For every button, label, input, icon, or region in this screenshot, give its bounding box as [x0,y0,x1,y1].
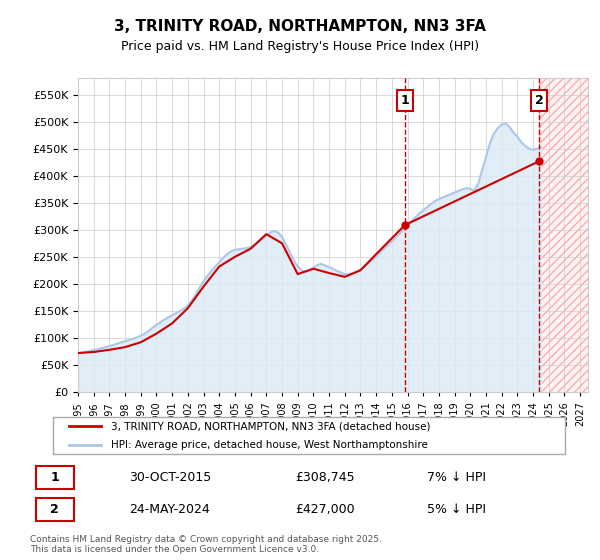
Text: Price paid vs. HM Land Registry's House Price Index (HPI): Price paid vs. HM Land Registry's House … [121,40,479,53]
Text: Contains HM Land Registry data © Crown copyright and database right 2025.
This d: Contains HM Land Registry data © Crown c… [30,535,382,554]
Text: 2: 2 [535,94,544,107]
Text: 1: 1 [400,94,409,107]
Text: 2: 2 [50,503,59,516]
Text: 24-MAY-2024: 24-MAY-2024 [130,503,210,516]
FancyBboxPatch shape [53,417,565,454]
Text: 5% ↓ HPI: 5% ↓ HPI [427,503,487,516]
Text: 7% ↓ HPI: 7% ↓ HPI [427,471,487,484]
Text: £427,000: £427,000 [295,503,355,516]
FancyBboxPatch shape [35,466,74,489]
Text: £308,745: £308,745 [295,471,355,484]
Text: 3, TRINITY ROAD, NORTHAMPTON, NN3 3FA: 3, TRINITY ROAD, NORTHAMPTON, NN3 3FA [114,18,486,34]
Text: 30-OCT-2015: 30-OCT-2015 [130,471,212,484]
Text: 3, TRINITY ROAD, NORTHAMPTON, NN3 3FA (detached house): 3, TRINITY ROAD, NORTHAMPTON, NN3 3FA (d… [112,421,431,431]
Text: 1: 1 [50,471,59,484]
FancyBboxPatch shape [35,498,74,521]
Text: HPI: Average price, detached house, West Northamptonshire: HPI: Average price, detached house, West… [112,440,428,450]
